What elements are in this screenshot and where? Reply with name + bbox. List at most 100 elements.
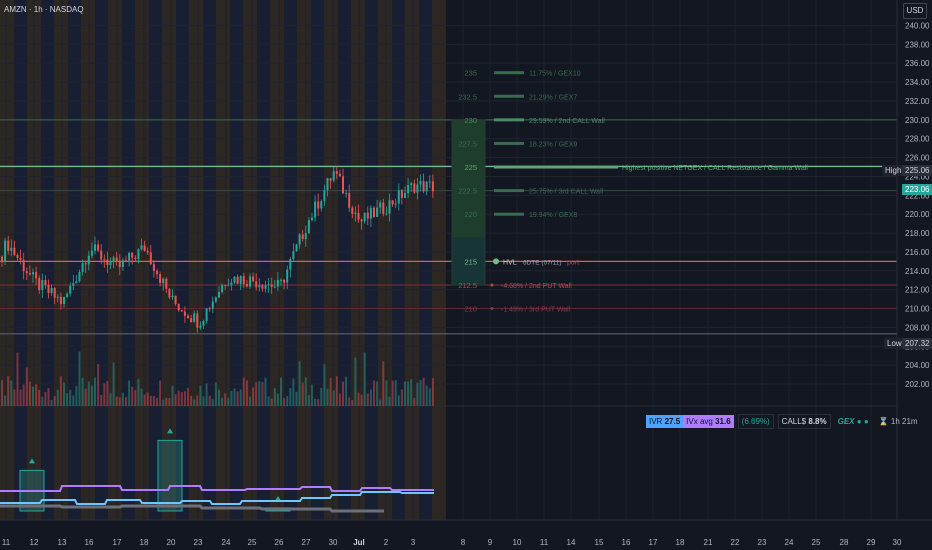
candle-body xyxy=(202,321,205,326)
time-axis-label: 18 xyxy=(676,538,685,547)
candle-body xyxy=(249,276,251,287)
volume-bar xyxy=(69,389,72,406)
volume-bar xyxy=(255,382,258,406)
gex-bar xyxy=(494,141,524,145)
currency-button[interactable]: USD xyxy=(903,3,927,19)
iv-triangle-icon xyxy=(167,428,173,434)
volume-bar xyxy=(295,391,298,406)
session-band xyxy=(135,0,149,520)
candle-body xyxy=(41,280,44,291)
hvl-dte: 6DTE (07/11) xyxy=(523,259,562,266)
candle-body xyxy=(118,260,121,268)
volume-bar xyxy=(351,399,354,406)
time-axis-label: 25 xyxy=(812,538,821,547)
candle-body xyxy=(16,254,19,259)
candle-body xyxy=(128,252,131,261)
volume-bar xyxy=(292,378,295,406)
ivx-label: IVx avg xyxy=(686,416,713,426)
volume-bar xyxy=(413,398,416,406)
time-axis-label: 30 xyxy=(329,538,338,547)
gex-bar xyxy=(494,71,524,75)
gex-zone xyxy=(451,119,486,286)
volume-bar xyxy=(431,378,434,406)
price-axis-label: 204.00 xyxy=(905,361,930,370)
volume-bar xyxy=(425,385,428,406)
hv-line xyxy=(0,504,384,513)
volume-bar xyxy=(376,381,379,406)
session-band xyxy=(365,0,378,520)
gex-level-text: Highest positive NETGEX / CALL Resistanc… xyxy=(622,165,808,172)
candle-body xyxy=(388,200,391,214)
candle-body xyxy=(7,240,10,251)
ivr-badge: IVR 27.5 xyxy=(646,414,684,428)
ivr-line xyxy=(0,491,434,505)
session-band xyxy=(311,0,324,520)
candle-body xyxy=(304,233,307,240)
volume-bar xyxy=(1,380,3,406)
volume-bar xyxy=(10,380,13,406)
volume-bar xyxy=(394,380,397,406)
candle-body xyxy=(280,279,282,281)
horizontal-levels xyxy=(0,119,897,335)
volume-bar xyxy=(264,377,267,406)
gex-strike-label: 210 xyxy=(464,305,477,314)
candle-body xyxy=(391,200,394,205)
time-axis-label: 20 xyxy=(167,538,176,547)
candle-body xyxy=(314,201,317,218)
candle-body xyxy=(236,276,239,284)
volume-bar xyxy=(335,376,338,406)
candle-body xyxy=(208,308,211,310)
candle-body xyxy=(146,250,149,253)
volume-bar xyxy=(208,395,211,406)
volume-bar xyxy=(106,380,109,406)
candle-body xyxy=(63,296,65,305)
gex-levels: 235 11.75% / GEX10 232.5 21.29% / GEX7 230 29… xyxy=(458,69,808,314)
volume-bar xyxy=(63,382,65,406)
gex-strike-label: 235 xyxy=(464,69,477,78)
session-band xyxy=(432,0,446,520)
candle-body xyxy=(379,202,382,208)
candle-body xyxy=(323,190,326,202)
ivx-value: 31.6 xyxy=(715,416,731,426)
volume-bar xyxy=(16,352,19,406)
candle-body xyxy=(252,276,255,282)
candle-body xyxy=(66,293,69,297)
iv-triangle-icon xyxy=(29,458,35,464)
volume-bar xyxy=(44,392,47,406)
put-wall-dot xyxy=(490,283,494,287)
price-axis-label: 212.00 xyxy=(905,286,930,295)
volume-bar xyxy=(298,361,301,406)
volume-bar xyxy=(342,381,344,406)
candle-body xyxy=(112,257,115,262)
candle-body xyxy=(363,212,366,222)
candle-body xyxy=(28,273,31,275)
volume-bar xyxy=(174,394,177,406)
candle-body xyxy=(366,212,369,219)
gex-call-zone xyxy=(452,119,485,238)
candle-body xyxy=(205,308,208,322)
put-wall-dot xyxy=(490,307,494,311)
candle-body xyxy=(286,269,289,283)
volume-bar xyxy=(137,379,140,406)
candle-body xyxy=(140,245,143,250)
candle-body xyxy=(115,257,118,261)
symbol-header[interactable]: AMZN · 1h · NASDAQ xyxy=(4,5,84,14)
candle-body xyxy=(242,275,245,285)
price-axis-label: 216.00 xyxy=(905,248,930,257)
volume-bar xyxy=(400,389,403,406)
session-band xyxy=(257,0,270,520)
candle-body xyxy=(342,176,344,194)
volume-bar xyxy=(171,385,174,406)
hourglass-icon: ⌛ xyxy=(878,416,889,426)
candle-body xyxy=(134,257,137,259)
time-axis-label: 30 xyxy=(893,538,902,547)
session-band xyxy=(378,0,392,520)
price-axis-label: 238.00 xyxy=(905,40,930,49)
gex-strike-label: 225 xyxy=(464,163,477,172)
candle-body xyxy=(72,283,75,286)
candle-body xyxy=(292,251,295,260)
volume-bar xyxy=(118,397,121,406)
volume-bar xyxy=(369,389,372,406)
session-band xyxy=(243,0,257,520)
